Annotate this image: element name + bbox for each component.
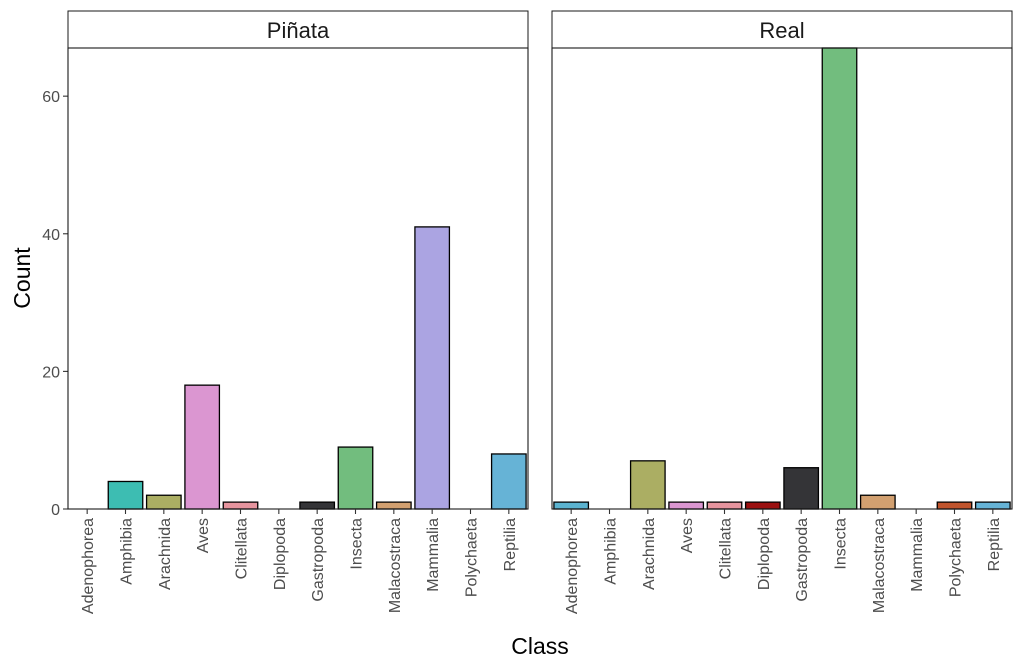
x-tick-label: Diplopoda <box>756 518 773 590</box>
x-tick-label: Mammalia <box>425 518 442 592</box>
bar-adenophorea <box>553 501 590 510</box>
facet-strip <box>67 10 529 49</box>
x-tick-label: Arachnida <box>641 518 658 590</box>
x-tick-label: Arachnida <box>157 518 174 590</box>
panel-background <box>68 48 528 509</box>
panel-background <box>552 48 1012 509</box>
x-tick-label: Malacostraca <box>871 518 888 613</box>
x-tick-label: Mammalia <box>909 518 926 592</box>
x-tick-label: Aves <box>679 518 696 553</box>
y-axis-title: Count <box>9 247 35 309</box>
panel-border <box>67 47 529 510</box>
bar-clitellata <box>706 501 743 510</box>
bar-malacostraca <box>859 494 896 510</box>
bar-diplopoda <box>744 501 781 510</box>
bar-reptilia <box>974 501 1011 510</box>
x-tick-label: Reptilia <box>986 518 1003 571</box>
bar-arachnida <box>629 460 666 510</box>
bar-insecta <box>337 446 374 510</box>
bar-aves <box>668 501 705 510</box>
x-tick-label: Aves <box>195 518 212 553</box>
x-axis-title: Class <box>511 633 569 659</box>
x-tick-label: Amphibia <box>119 518 136 585</box>
x-tick-label: Malacostraca <box>387 518 404 613</box>
bar-reptilia <box>490 453 527 510</box>
facet-strip <box>551 10 1013 49</box>
y-tick-label: 60 <box>42 89 60 106</box>
bar-malacostraca <box>375 501 412 510</box>
x-tick-label: Amphibia <box>603 518 620 585</box>
x-tick-label: Reptilia <box>502 518 519 571</box>
bar-arachnida <box>145 494 182 510</box>
x-tick-label: Insecta <box>833 518 850 570</box>
y-tick-label: 0 <box>51 502 60 519</box>
bar-gastropoda <box>299 501 336 510</box>
x-tick-label: Gastropoda <box>310 518 327 602</box>
x-tick-label: Polychaeta <box>948 518 965 597</box>
bar-aves <box>184 384 221 510</box>
panel-border <box>551 47 1013 510</box>
x-tick-label: Polychaeta <box>464 518 481 597</box>
x-tick-label: Clitellata <box>718 518 735 579</box>
x-tick-label: Insecta <box>349 518 366 570</box>
bar-polychaeta <box>936 501 973 510</box>
x-tick-label: Clitellata <box>234 518 251 579</box>
x-tick-label: Adenophorea <box>80 518 97 614</box>
bar-gastropoda <box>783 467 820 510</box>
facet-strip-label: Real <box>759 18 804 43</box>
bar-insecta <box>821 47 858 510</box>
x-tick-label: Gastropoda <box>794 518 811 602</box>
bar-mammalia <box>414 226 451 510</box>
x-tick-label: Adenophorea <box>564 518 581 614</box>
y-tick-label: 20 <box>42 364 60 381</box>
bar-clitellata <box>222 501 259 510</box>
bar-amphibia <box>107 480 144 510</box>
facet-strip-label: Piñata <box>267 18 330 43</box>
y-tick-label: 40 <box>42 227 60 244</box>
x-tick-label: Diplopoda <box>272 518 289 590</box>
